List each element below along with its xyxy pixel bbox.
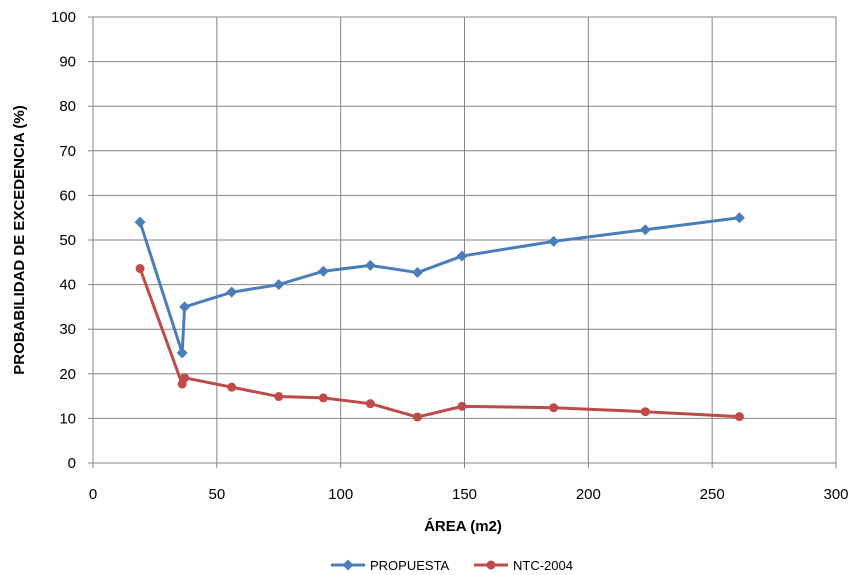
y-tick-label: 20 [59,366,76,383]
legend-marker [486,560,496,570]
gridlines [92,16,837,464]
data-point [549,403,559,413]
x-tick-label: 50 [208,486,225,503]
data-point [365,399,375,409]
y-tick-label: 40 [59,277,76,294]
data-point [733,212,745,224]
legend-marker [342,559,354,571]
legend-label: PROPUESTA [370,558,450,573]
series-1 [135,264,744,422]
legend-label: NTC-2004 [513,558,573,573]
y-tick-label: 50 [59,232,76,249]
data-point [274,392,284,402]
x-tick-label: 250 [700,486,725,503]
data-point [179,301,191,313]
legend-entry: PROPUESTA [331,558,450,573]
data-point [456,250,468,262]
y-tick-label: 80 [59,98,76,115]
y-tick-label: 0 [68,455,76,472]
data-point [317,265,329,277]
x-axis-title: ÁREA (m2) [424,518,502,535]
y-axis-title: PROBABILIDAD DE EXCEDENCIA (%) [11,105,28,374]
data-point [411,267,423,279]
x-tick-label: 100 [328,486,353,503]
data-point [134,216,146,228]
series-line [138,216,740,355]
data-point [548,235,560,247]
data-point [412,412,422,422]
series-0 [134,212,745,359]
data-point [457,401,467,411]
legend-entry: NTC-2004 [474,558,573,573]
y-axis-ticks: 0 10 20 30 40 50 60 70 80 90 100 [51,9,93,472]
data-point [273,279,285,291]
y-tick-label: 100 [51,9,76,26]
y-tick-label: 10 [59,410,76,427]
data-point [639,224,651,236]
data-point [640,407,650,417]
data-point [226,286,238,298]
x-tick-label: 200 [576,486,601,503]
data-point [318,393,328,403]
y-tick-label: 90 [59,54,76,71]
data-point [176,347,188,359]
data-point [227,382,237,392]
data-point [180,373,190,383]
data-point [364,259,376,271]
y-tick-label: 70 [59,143,76,160]
x-tick-label: 150 [452,486,477,503]
data-point [734,412,744,422]
y-tick-label: 30 [59,321,76,338]
x-tick-label: 300 [823,486,848,503]
legend: PROPUESTA NTC-2004 [331,558,573,573]
y-tick-label: 60 [59,187,76,204]
data-point [135,264,145,274]
x-axis-ticks: 0 50 100 150 200 250 300 [89,463,849,503]
series-layer [134,212,745,422]
x-tick-label: 0 [89,486,97,503]
